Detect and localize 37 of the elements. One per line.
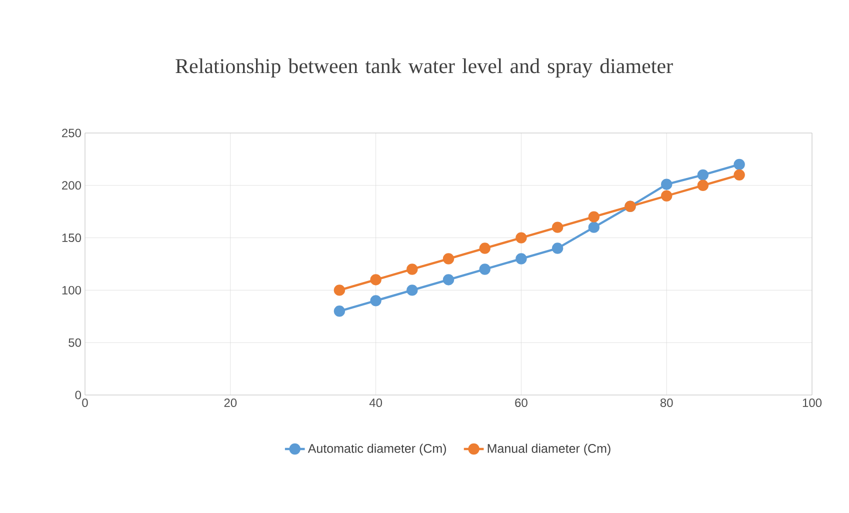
legend-label: Automatic diameter (Cm): [308, 444, 446, 456]
y-tick-label: 100: [62, 286, 82, 294]
point: [334, 284, 346, 296]
x-tick-label: 60: [515, 398, 528, 408]
point: [734, 169, 745, 181]
point: [334, 306, 346, 317]
point: [479, 242, 490, 254]
point: [697, 169, 709, 181]
point: [370, 274, 382, 286]
point: [734, 158, 745, 170]
legend-label: Manual diameter (Cm): [488, 444, 610, 456]
point: [442, 274, 454, 286]
x-tick-label: 0: [82, 398, 88, 408]
chart-title: Relationship between tank water level and spray diameter: [176, 58, 673, 78]
point: [406, 284, 418, 296]
point: [697, 180, 709, 191]
x-tick-label: 80: [660, 398, 673, 408]
point: [588, 222, 600, 233]
y-tick-label: 0: [75, 390, 82, 400]
y-tick-label: 150: [62, 234, 82, 242]
point: [661, 190, 672, 202]
point: [479, 264, 490, 275]
y-tick-label: 250: [62, 128, 82, 138]
point: [516, 232, 527, 244]
point: [516, 253, 527, 264]
point: [370, 295, 382, 306]
point: [661, 178, 672, 190]
point: [406, 264, 418, 275]
y-tick-label: 50: [68, 338, 82, 347]
point: [552, 242, 564, 254]
x-tick-label: 40: [369, 398, 382, 408]
point: [442, 253, 454, 264]
point: [588, 211, 600, 222]
x-tick-label: 20: [224, 398, 237, 408]
y-tick-label: 200: [62, 181, 82, 190]
point: [552, 222, 564, 233]
x-tick-label: 100: [802, 398, 822, 408]
